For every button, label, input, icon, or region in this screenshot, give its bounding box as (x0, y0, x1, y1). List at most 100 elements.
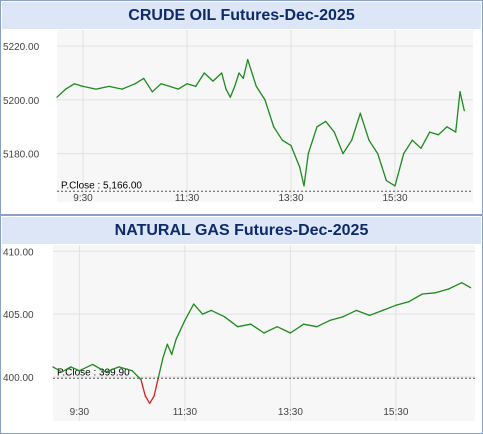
price-line-segment (329, 316, 344, 322)
price-line-segment (368, 309, 384, 317)
price-line-segment (212, 72, 223, 82)
price-line-segment (420, 131, 431, 149)
price-line-segment (175, 319, 186, 340)
price-line-segment (302, 323, 318, 328)
price-line-segment (210, 309, 226, 318)
price-line-segment (157, 357, 164, 378)
y-tick-label: 410.00 (3, 247, 34, 258)
price-line-segment (299, 166, 305, 187)
price-line-segment (221, 72, 227, 90)
price-line-segment (273, 126, 283, 141)
price-line-segment (234, 72, 240, 88)
price-line-segment (325, 120, 335, 133)
price-line-segment (382, 304, 397, 312)
previous-close-label: P.Close : 399.90 (57, 367, 130, 378)
price-line-segment (377, 152, 387, 182)
previous-close-label: P.Close : 5,166.00 (61, 180, 142, 191)
price-line-segment (455, 91, 461, 133)
price-line-segment (69, 366, 81, 372)
price-line-segment (95, 85, 110, 90)
price-line-segment (151, 83, 162, 93)
price-line-segment (82, 85, 97, 90)
price-line-segment (429, 131, 439, 136)
natural-gas-chart-title: NATURAL GAS Futures-Dec-2025 (2, 217, 481, 244)
price-line-segment (171, 338, 177, 356)
plot-area (57, 30, 473, 202)
crude-oil-chart-title: CRUDE OIL Futures-Dec-2025 (2, 2, 481, 29)
price-line-segment (193, 303, 204, 315)
price-line-segment (290, 144, 301, 168)
price-line-segment (459, 91, 465, 112)
price-line-segment (333, 131, 344, 155)
x-tick-label: 11:30 (175, 193, 200, 204)
price-line-segment (160, 83, 171, 88)
price-line-segment (263, 326, 278, 334)
price-line-segment (355, 309, 371, 317)
price-line-segment (368, 139, 379, 155)
price-line-segment (461, 282, 472, 289)
price-line-segment (281, 139, 292, 147)
x-tick-label: 9:30 (73, 193, 93, 204)
price-line-segment (78, 363, 94, 372)
y-tick-label: 5220.00 (3, 42, 40, 53)
price-line-segment (229, 85, 236, 98)
price-line-segment (307, 126, 318, 155)
price-line-segment (255, 85, 266, 101)
price-line-segment (91, 363, 107, 373)
crude-oil-chart: 5220.00 5200.00 5180.00 9:30 11:30 13:30 15:30… (3, 30, 473, 204)
price-line-segment (303, 152, 309, 187)
price-line-segment (394, 152, 405, 187)
price-line-segment (437, 126, 448, 136)
price-line-segment (184, 303, 195, 322)
price-line-segment (140, 378, 146, 397)
price-line-segment (238, 72, 244, 80)
price-line-segment (351, 112, 361, 141)
x-tick-label: 15:30 (383, 407, 408, 418)
natural-gas-chart: 410.00 405.00 400.00 9:30 11:30 13:30 15:30 P.C… (3, 245, 475, 421)
price-line-segment (385, 179, 396, 187)
price-line-segment (316, 319, 331, 328)
price-line-segment (264, 99, 275, 128)
price-line-segment (134, 77, 145, 85)
price-line-segment (162, 343, 168, 359)
price-line-segment (143, 77, 153, 93)
price-line-segment (108, 85, 123, 90)
y-tick-label: 5200.00 (3, 96, 40, 107)
price-line-segment (203, 72, 214, 82)
price-line-segment (289, 323, 305, 334)
price-line-segment (447, 282, 463, 290)
price-line-segment (144, 395, 151, 405)
price-line-segment (73, 83, 84, 88)
price-line-segment (395, 300, 410, 306)
price-line-segment (177, 83, 188, 90)
price-line-segment (247, 58, 257, 88)
price-line-segment (342, 139, 353, 155)
price-line-segment (52, 366, 63, 373)
price-line-segment (421, 292, 437, 295)
price-line-segment (223, 316, 239, 328)
x-tick-label: 13:30 (278, 407, 303, 418)
price-line-segment (201, 309, 212, 315)
price-line-segment (166, 343, 173, 356)
price-line-segment (65, 83, 75, 90)
x-tick-label: 15:30 (382, 193, 407, 204)
price-line-segment (408, 293, 423, 303)
price-line-segment (276, 326, 292, 334)
price-line-segment (105, 366, 120, 373)
price-line-segment (131, 370, 142, 381)
y-tick-label: 405.00 (3, 310, 34, 321)
price-line-segment (186, 83, 197, 88)
price-line-segment (225, 88, 231, 98)
price-line-segment (403, 139, 413, 155)
price-line-segment (61, 366, 72, 373)
price-line-segment (250, 323, 265, 334)
y-tick-label: 400.00 (3, 373, 34, 384)
price-line-segment (118, 366, 133, 372)
price-line-segment (153, 376, 160, 397)
price-line-segment (446, 126, 457, 133)
x-tick-label: 9:30 (70, 407, 90, 418)
price-line-segment (342, 309, 357, 318)
price-line-segment (195, 72, 205, 88)
price-line-segment (236, 323, 252, 328)
